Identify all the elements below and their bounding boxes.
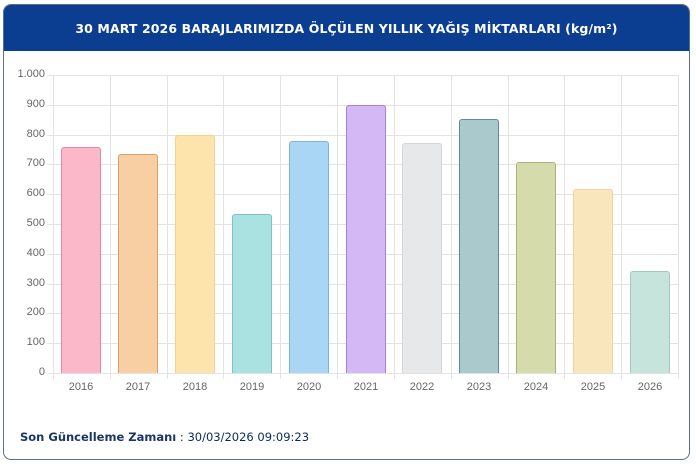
last-updated: Son Güncelleme Zamanı : 30/03/2026 09:09… — [20, 430, 309, 444]
x-tick-label: 2019 — [239, 381, 265, 393]
gridline-horizontal — [47, 75, 678, 76]
x-tick-label: 2023 — [466, 381, 492, 393]
y-tick-label: 500 — [26, 217, 45, 229]
bar-2022 — [402, 143, 442, 373]
last-updated-label: Son Güncelleme Zamanı — [20, 430, 177, 444]
gridline-vertical — [508, 75, 509, 379]
x-tick-label: 2018 — [182, 381, 208, 393]
y-tick-label: 100 — [26, 336, 45, 348]
bar-2023 — [459, 119, 499, 373]
bar-2024 — [516, 162, 556, 373]
x-tick-label: 2026 — [637, 381, 663, 393]
x-tick-label: 2020 — [296, 381, 322, 393]
gridline-vertical — [451, 75, 452, 379]
y-tick-label: 800 — [26, 128, 45, 140]
x-tick-label: 2022 — [409, 381, 435, 393]
y-tick-label: 400 — [26, 247, 45, 259]
y-tick-label: 300 — [26, 277, 45, 289]
x-tick-label: 2016 — [68, 381, 94, 393]
gridline-vertical — [110, 75, 111, 379]
bar-2021 — [346, 105, 386, 373]
x-tick-label: 2017 — [125, 381, 151, 393]
x-tick-label: 2021 — [353, 381, 379, 393]
y-tick-label: 200 — [26, 306, 45, 318]
chart-title: 30 MART 2026 BARAJLARIMIZDA ÖLÇÜLEN YILL… — [4, 5, 689, 51]
gridline-vertical — [53, 75, 54, 379]
gridline-vertical — [621, 75, 622, 379]
gridline-vertical — [337, 75, 338, 379]
gridline-vertical — [280, 75, 281, 379]
y-tick-label: 900 — [26, 98, 45, 110]
y-tick-label: 1.000 — [17, 68, 45, 80]
bar-2018 — [175, 135, 215, 373]
gridline-vertical — [167, 75, 168, 379]
x-tick-label: 2025 — [580, 381, 606, 393]
gridline-vertical — [223, 75, 224, 379]
y-tick-label: 600 — [26, 187, 45, 199]
bar-2016 — [61, 147, 101, 373]
gridline-vertical — [394, 75, 395, 379]
gridline-horizontal — [47, 373, 678, 374]
y-tick-label: 700 — [26, 157, 45, 169]
last-updated-value: 30/03/2026 09:09:23 — [187, 430, 310, 444]
bar-2020 — [289, 141, 329, 373]
bar-2025 — [573, 189, 613, 373]
y-tick-label: 0 — [38, 366, 45, 378]
gridline-vertical — [678, 75, 679, 379]
gridline-vertical — [564, 75, 565, 379]
x-tick-label: 2024 — [523, 381, 549, 393]
bar-2017 — [118, 154, 158, 373]
bar-2026 — [630, 271, 670, 373]
last-updated-separator: : — [176, 430, 188, 444]
bar-2019 — [232, 214, 272, 373]
